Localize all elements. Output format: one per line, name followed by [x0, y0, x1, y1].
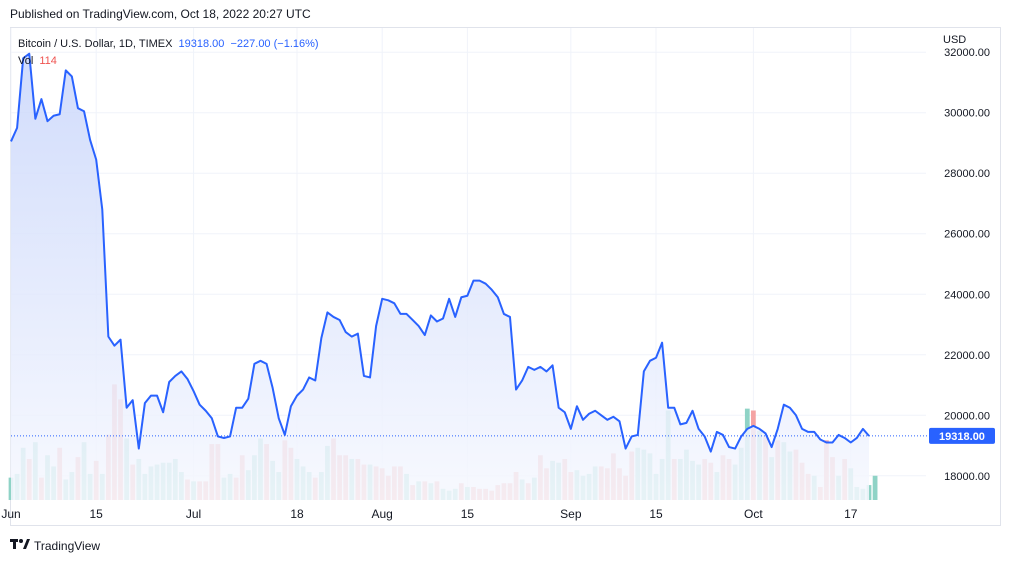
last-price-tag-label: 19318.00	[939, 431, 985, 443]
price-line: 19318.00	[10, 52, 995, 453]
x-tick-label: 18	[290, 507, 304, 521]
x-tick-label: Jun	[1, 507, 20, 521]
legend-symbol-row[interactable]: Bitcoin / U.S. Dollar, 1D, TIMEX 19318.0…	[18, 36, 319, 53]
y-tick-label: 22000.00	[944, 350, 990, 362]
volume-bar	[872, 475, 878, 500]
axes: 18000.00 20000.00 22000.00 24000.00 26000.00…	[1, 47, 990, 521]
legend-volume-row[interactable]: Vol 114	[18, 53, 319, 70]
x-tick-label: 15	[461, 507, 475, 521]
x-tick-label: 15	[90, 507, 104, 521]
symbol-name: Bitcoin / U.S. Dollar, 1D, TIMEX	[18, 38, 173, 50]
volume-value: 114	[39, 55, 57, 67]
tradingview-logo-icon	[10, 538, 30, 553]
published-note: Published on TradingView.com, Oct 18, 20…	[10, 7, 311, 21]
y-tick-label: 28000.00	[944, 168, 990, 180]
last-price: 19318.00	[178, 38, 225, 50]
x-tick-label: 17	[844, 507, 858, 521]
tradingview-brand: TradingView	[34, 538, 101, 553]
x-tick-label: 15	[649, 507, 663, 521]
x-tick-label: Aug	[372, 507, 393, 521]
currency-label[interactable]: USD	[943, 34, 967, 46]
chart-legend: Bitcoin / U.S. Dollar, 1D, TIMEX 19318.0…	[18, 36, 319, 70]
tradingview-logo[interactable]: TradingView	[10, 538, 100, 553]
y-tick-label: 30000.00	[944, 108, 990, 120]
y-tick-label: 20000.00	[944, 410, 990, 422]
price-series-line	[10, 52, 870, 453]
x-tick-label: Sep	[560, 507, 582, 521]
y-tick-label: 24000.00	[944, 289, 990, 301]
price-area	[11, 53, 869, 500]
price-change: −227.00 (−1.16%)	[230, 38, 319, 50]
x-tick-label: Oct	[744, 507, 763, 521]
y-tick-label: 18000.00	[944, 471, 990, 483]
x-tick-label: Jul	[186, 507, 201, 521]
price-area-fill	[11, 53, 869, 500]
y-tick-label: 32000.00	[944, 47, 990, 59]
last-price-tag	[929, 427, 995, 444]
y-tick-label: 26000.00	[944, 229, 990, 241]
volume-label: Vol	[18, 55, 34, 67]
